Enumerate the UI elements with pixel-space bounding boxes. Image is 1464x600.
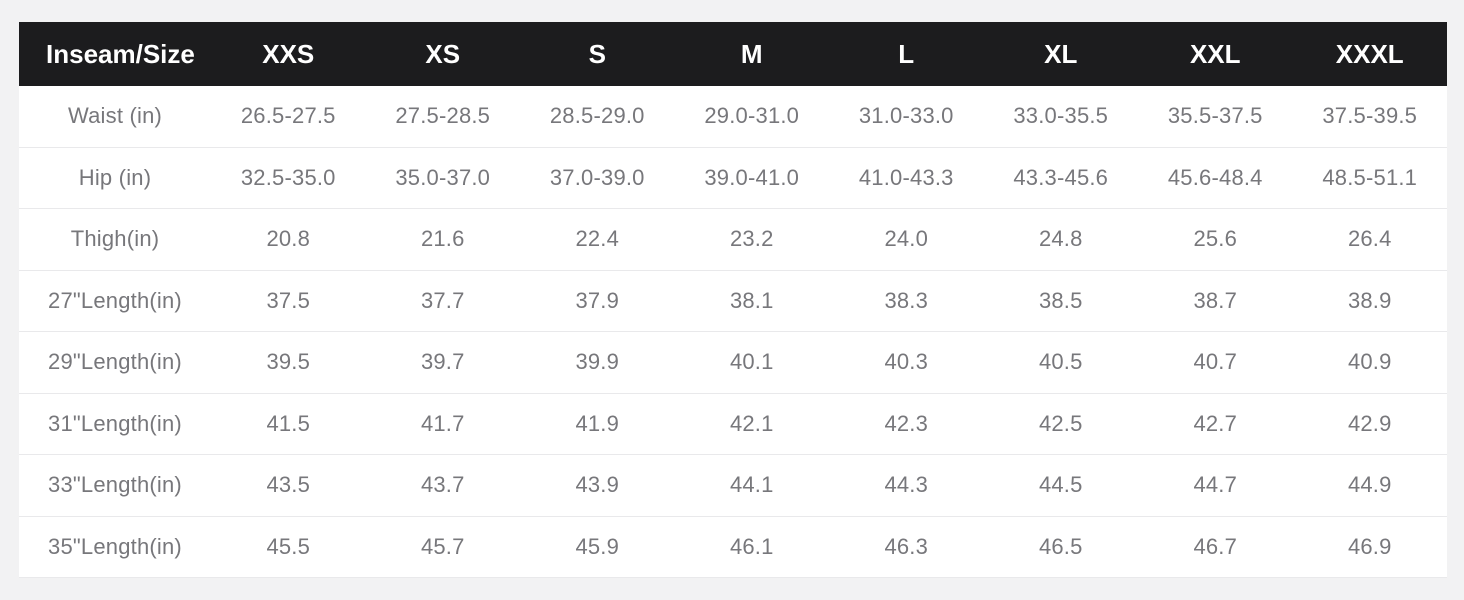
measurement-cell: 41.0-43.3 (829, 147, 984, 209)
measurement-cell: 21.6 (365, 208, 520, 271)
measurement-cell: 28.5-29.0 (520, 86, 675, 148)
measurement-cell: 46.3 (829, 516, 984, 578)
row-label: 33"Length(in) (19, 454, 211, 517)
measurement-cell: 25.6 (1138, 208, 1293, 271)
measurement-cell: 46.5 (983, 516, 1138, 578)
header-row: Inseam/Size XXS XS S M L XL XXL XXXL (19, 22, 1447, 86)
measurement-cell: 45.9 (520, 516, 675, 578)
measurement-cell: 44.9 (1292, 454, 1447, 517)
column-header-size: S (520, 22, 675, 86)
measurement-cell: 45.7 (365, 516, 520, 578)
measurement-cell: 29.0-31.0 (674, 86, 829, 148)
table-row: Hip (in) 32.5-35.0 35.0-37.0 37.0-39.0 39.0-… (19, 147, 1447, 209)
measurement-cell: 37.5-39.5 (1292, 86, 1447, 148)
measurement-cell: 26.4 (1292, 208, 1447, 271)
measurement-cell: 24.8 (983, 208, 1138, 271)
measurement-cell: 48.5-51.1 (1292, 147, 1447, 209)
corner-header-inseam-size: Inseam/Size (19, 22, 211, 86)
table-row: 31"Length(in) 41.5 41.7 41.9 42.1 42.3 42.5 42.… (19, 393, 1447, 455)
table-row: 35"Length(in) 45.5 45.7 45.9 46.1 46.3 46.5 46.… (19, 516, 1447, 578)
measurement-cell: 46.9 (1292, 516, 1447, 578)
column-header-size: XS (365, 22, 520, 86)
table-row: Waist (in) 26.5-27.5 27.5-28.5 28.5-29.0 29.… (19, 86, 1447, 148)
measurement-cell: 44.5 (983, 454, 1138, 517)
measurement-cell: 40.3 (829, 331, 984, 394)
row-label: 29"Length(in) (19, 331, 211, 394)
column-header-size: XXL (1138, 22, 1293, 86)
measurement-cell: 41.7 (365, 393, 520, 455)
measurement-cell: 40.5 (983, 331, 1138, 394)
row-label: 31"Length(in) (19, 393, 211, 455)
measurement-cell: 32.5-35.0 (211, 147, 366, 209)
measurement-cell: 42.7 (1138, 393, 1293, 455)
measurement-cell: 26.5-27.5 (211, 86, 366, 148)
table-row: 27"Length(in) 37.5 37.7 37.9 38.1 38.3 38.5 38.… (19, 270, 1447, 332)
measurement-cell: 44.3 (829, 454, 984, 517)
row-label: 27"Length(in) (19, 270, 211, 332)
measurement-cell: 23.2 (674, 208, 829, 271)
column-header-size: XXXL (1292, 22, 1447, 86)
measurement-cell: 40.1 (674, 331, 829, 394)
row-label: 35"Length(in) (19, 516, 211, 578)
measurement-cell: 39.9 (520, 331, 675, 394)
measurement-cell: 46.7 (1138, 516, 1293, 578)
measurement-cell: 42.3 (829, 393, 984, 455)
column-header-size: XXS (211, 22, 366, 86)
column-header-size: M (674, 22, 829, 86)
size-chart-table: Inseam/Size XXS XS S M L XL XXL XXXL Waist (in) 2… (19, 22, 1447, 578)
table-row: 33"Length(in) 43.5 43.7 43.9 44.1 44.3 44.5 44.… (19, 454, 1447, 517)
table-row: 29"Length(in) 39.5 39.7 39.9 40.1 40.3 40.5 40.… (19, 331, 1447, 394)
measurement-cell: 38.3 (829, 270, 984, 332)
measurement-cell: 27.5-28.5 (365, 86, 520, 148)
measurement-cell: 38.1 (674, 270, 829, 332)
measurement-cell: 39.0-41.0 (674, 147, 829, 209)
measurement-cell: 42.9 (1292, 393, 1447, 455)
row-label: Waist (in) (19, 86, 211, 148)
measurement-cell: 35.5-37.5 (1138, 86, 1293, 148)
column-header-size: L (829, 22, 984, 86)
measurement-cell: 38.9 (1292, 270, 1447, 332)
measurement-cell: 24.0 (829, 208, 984, 271)
measurement-cell: 37.7 (365, 270, 520, 332)
measurement-cell: 38.5 (983, 270, 1138, 332)
measurement-cell: 42.5 (983, 393, 1138, 455)
row-label: Hip (in) (19, 147, 211, 209)
measurement-cell: 46.1 (674, 516, 829, 578)
column-header-size: XL (983, 22, 1138, 86)
measurement-cell: 43.9 (520, 454, 675, 517)
size-chart-header: Inseam/Size XXS XS S M L XL XXL XXXL (19, 22, 1447, 86)
measurement-cell: 37.0-39.0 (520, 147, 675, 209)
measurement-cell: 41.9 (520, 393, 675, 455)
table-row: Thigh(in) 20.8 21.6 22.4 23.2 24.0 24.8 25.6 26.… (19, 208, 1447, 271)
measurement-cell: 20.8 (211, 208, 366, 271)
measurement-cell: 39.5 (211, 331, 366, 394)
measurement-cell: 39.7 (365, 331, 520, 394)
measurement-cell: 44.1 (674, 454, 829, 517)
size-chart-body: Waist (in) 26.5-27.5 27.5-28.5 28.5-29.0 29.… (19, 86, 1447, 578)
measurement-cell: 38.7 (1138, 270, 1293, 332)
measurement-cell: 40.9 (1292, 331, 1447, 394)
measurement-cell: 40.7 (1138, 331, 1293, 394)
measurement-cell: 44.7 (1138, 454, 1293, 517)
measurement-cell: 43.3-45.6 (983, 147, 1138, 209)
measurement-cell: 22.4 (520, 208, 675, 271)
measurement-cell: 41.5 (211, 393, 366, 455)
measurement-cell: 35.0-37.0 (365, 147, 520, 209)
measurement-cell: 31.0-33.0 (829, 86, 984, 148)
measurement-cell: 45.5 (211, 516, 366, 578)
measurement-cell: 37.9 (520, 270, 675, 332)
row-label: Thigh(in) (19, 208, 211, 271)
measurement-cell: 43.5 (211, 454, 366, 517)
measurement-cell: 33.0-35.5 (983, 86, 1138, 148)
measurement-cell: 43.7 (365, 454, 520, 517)
measurement-cell: 37.5 (211, 270, 366, 332)
size-chart: Inseam/Size XXS XS S M L XL XXL XXXL Waist (in) 2… (19, 22, 1447, 578)
measurement-cell: 42.1 (674, 393, 829, 455)
measurement-cell: 45.6-48.4 (1138, 147, 1293, 209)
